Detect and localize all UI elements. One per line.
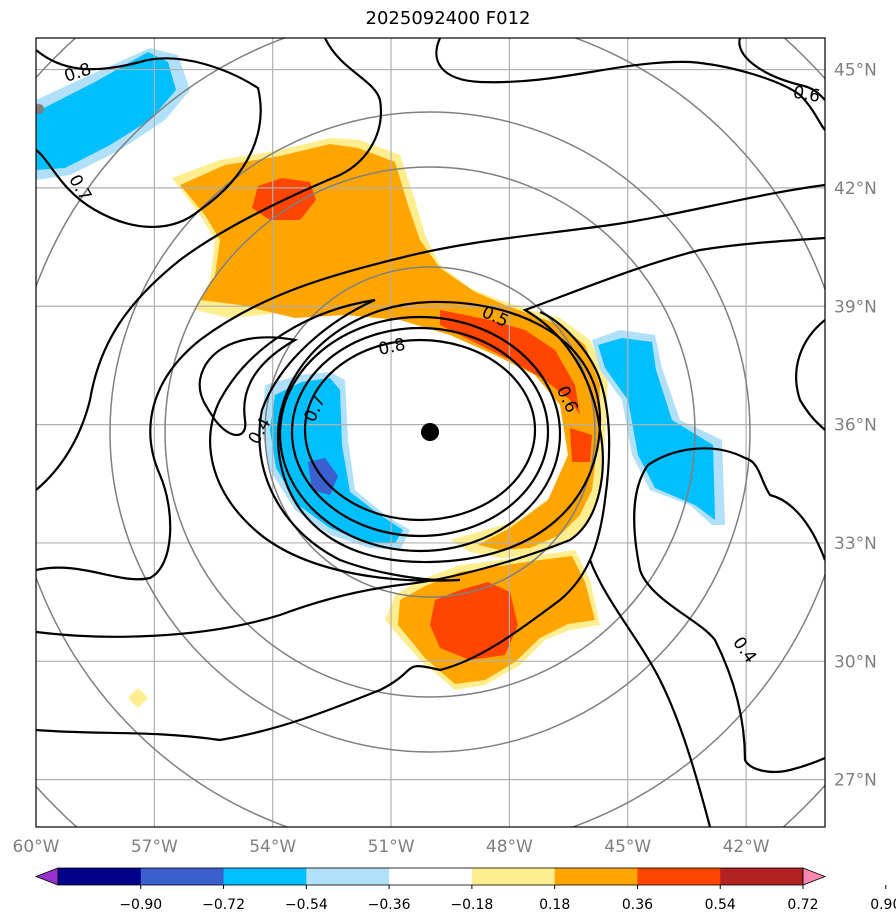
colorbar-tick-label: 0.90 xyxy=(870,897,896,913)
contour-line xyxy=(276,300,602,564)
shade-diamond xyxy=(128,688,148,708)
colorbar-segment xyxy=(140,868,225,885)
lon-tick-label: 60°W xyxy=(13,837,60,857)
colorbar-segment xyxy=(637,868,721,885)
lon-tick-label: 57°W xyxy=(131,837,178,857)
shade-orange xyxy=(180,144,600,550)
shade-red-east2 xyxy=(570,428,592,462)
colorbar-tick-label: −0.36 xyxy=(368,897,411,913)
contour-line xyxy=(198,336,299,437)
colorbar-extend-low xyxy=(34,867,59,886)
colorbar-segment xyxy=(58,868,142,885)
lon-tick-labels: 60°W 57°W 54°W 51°W 48°W 45°W 42°W xyxy=(13,837,770,857)
colorbar-segment xyxy=(554,868,638,885)
shading-layer xyxy=(36,48,725,708)
lon-tick-label: 54°W xyxy=(249,837,296,857)
range-ring xyxy=(264,266,596,598)
colorbar-segment xyxy=(720,868,804,885)
contour-line xyxy=(36,236,825,638)
colorbar-tick-label: −0.18 xyxy=(450,897,493,913)
range-ring xyxy=(109,111,751,753)
colorbar-tick-label: −0.90 xyxy=(119,897,162,913)
contour-layer xyxy=(36,38,825,827)
lat-tick-label: 27°N xyxy=(834,771,877,791)
colorbar: −0.90 −0.72 −0.54 −0.36 −0.18 0.18 0.36 0.54 0.7… xyxy=(34,867,896,913)
colorbar-tick-label: 0.18 xyxy=(539,897,570,913)
lat-tick-label: 45°N xyxy=(834,61,877,81)
contour-line xyxy=(36,49,262,229)
colorbar-segment xyxy=(389,868,473,885)
map-frame xyxy=(35,37,826,828)
shade-blue-west xyxy=(270,378,403,543)
lat-tick-label: 30°N xyxy=(834,652,877,672)
lon-tick-label: 48°W xyxy=(486,837,533,857)
contour-line xyxy=(435,38,825,131)
colorbar-tick-label: −0.54 xyxy=(285,897,328,913)
contour-line xyxy=(290,326,550,538)
shade-red-south xyxy=(430,582,518,660)
colorbar-segment xyxy=(306,868,390,885)
lon-tick-label: 42°W xyxy=(723,837,770,857)
colorbar-extend-high xyxy=(802,867,827,886)
colorbar-tick-label: 0.36 xyxy=(622,897,653,913)
shade-blue xyxy=(36,52,176,170)
colorbar-tick-label: 0.54 xyxy=(705,897,736,913)
lon-tick-label: 51°W xyxy=(368,837,415,857)
lat-tick-label: 36°N xyxy=(834,416,877,436)
lat-tick-label: 39°N xyxy=(834,297,877,317)
range-ring xyxy=(164,166,696,698)
storm-center-marker xyxy=(421,423,439,441)
colorbar-segment xyxy=(223,868,307,885)
contour-line xyxy=(278,315,562,553)
colorbar-tick-label: −0.72 xyxy=(202,897,245,913)
contour-line xyxy=(303,338,537,522)
contour-line xyxy=(209,298,461,582)
colorbar-outline xyxy=(57,867,804,886)
contour-line xyxy=(588,559,712,827)
contour-label: 0.6 xyxy=(791,83,821,107)
chart-title: 2025092400 F012 xyxy=(365,8,531,29)
map-point-marker xyxy=(36,104,44,114)
contour-line xyxy=(633,447,825,774)
colorbar-tick-label: 0.72 xyxy=(787,897,818,913)
contour-line xyxy=(36,183,825,581)
shade-red-east xyxy=(440,310,580,415)
lat-tick-label: 33°N xyxy=(834,534,877,554)
lat-tick-labels: 45°N 42°N 39°N 36°N 33°N 30°N 27°N xyxy=(834,61,877,791)
lon-tick-label: 45°W xyxy=(604,837,651,857)
contour-line xyxy=(36,38,383,491)
lat-tick-label: 42°N xyxy=(834,179,877,199)
contour-line xyxy=(795,319,825,431)
colorbar-segment xyxy=(471,868,556,885)
contour-line xyxy=(36,310,611,742)
contour-line xyxy=(738,38,825,101)
